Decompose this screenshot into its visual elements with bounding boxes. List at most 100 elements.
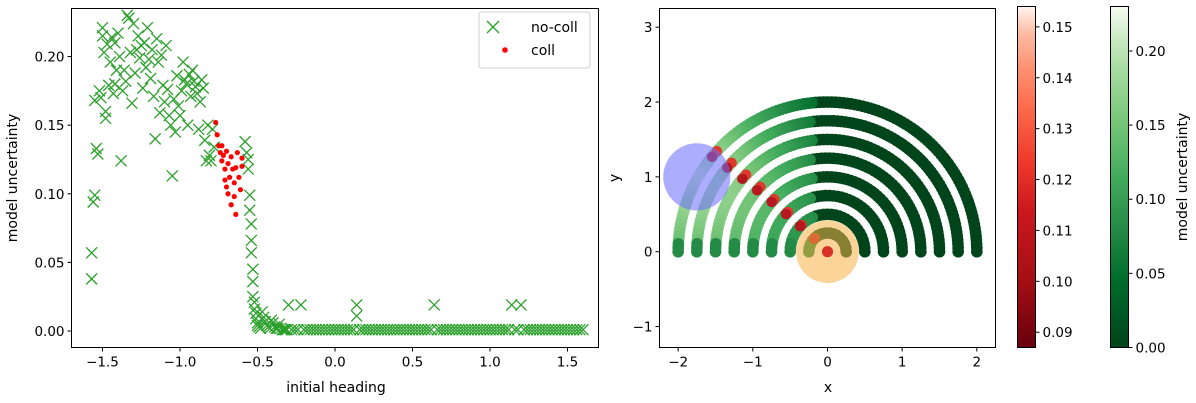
no-coll-point	[310, 323, 323, 336]
no-coll-point	[524, 323, 537, 336]
left-y-axis-label: model uncertainty	[5, 114, 21, 242]
no-coll-point	[480, 323, 493, 336]
left-y-tick-label: 0.20	[34, 50, 64, 66]
no-coll-point	[200, 154, 213, 167]
coll-point	[231, 193, 237, 200]
no-coll-point	[431, 323, 444, 336]
no-coll-point	[139, 61, 152, 74]
no-coll-point	[372, 323, 385, 336]
right-x-tick-label: −1	[743, 355, 763, 371]
uncertainty-colorbar: 0.00 0.05 0.10 0.15 0.20 model uncertainty	[1110, 6, 1191, 357]
trajectory-point	[728, 245, 740, 258]
left-x-tick-label: −1.0	[164, 355, 197, 371]
no-coll-point	[508, 323, 521, 336]
no-coll-point	[85, 272, 98, 285]
collision-point	[766, 196, 777, 208]
no-coll-point	[446, 323, 459, 336]
no-coll-point	[88, 94, 101, 107]
no-coll-point	[149, 132, 162, 145]
no-coll-point	[319, 323, 332, 336]
no-coll-point	[246, 263, 259, 276]
no-coll-point	[172, 99, 185, 112]
no-coll-point	[197, 82, 210, 95]
no-coll-point	[242, 153, 255, 166]
no-coll-point	[499, 323, 512, 336]
no-coll-point	[174, 109, 186, 122]
legend-no-coll-marker	[486, 20, 500, 34]
no-coll-point	[353, 323, 366, 336]
no-coll-point	[440, 323, 453, 336]
no-coll-point	[152, 56, 165, 68]
no-coll-point	[332, 323, 345, 336]
no-coll-point	[329, 323, 341, 336]
left-y-tick-label: 0.15	[34, 118, 64, 134]
collision-colorbar-tick-label: 0.10	[1043, 274, 1073, 290]
no-coll-point	[493, 323, 506, 336]
no-coll-point	[143, 53, 155, 66]
no-coll-point	[397, 323, 410, 336]
no-coll-point	[552, 323, 565, 336]
no-coll-point	[490, 323, 503, 336]
no-coll-point	[147, 90, 160, 103]
no-coll-point	[459, 323, 472, 336]
no-coll-point	[418, 323, 431, 336]
coll-point	[223, 184, 230, 190]
left-x-tick-label: 0.5	[402, 355, 423, 371]
no-coll-point	[307, 323, 320, 336]
collision-colorbar-tick-label: 0.11	[1043, 223, 1073, 239]
right-x-axis-label: x	[824, 380, 832, 396]
no-coll-point	[125, 97, 138, 110]
no-coll-point	[96, 21, 109, 34]
coll-point	[228, 154, 234, 160]
legend-coll-marker	[502, 47, 508, 53]
coll-point	[213, 119, 219, 126]
no-coll-point	[425, 323, 438, 336]
coll-point	[234, 150, 240, 156]
no-coll-point	[325, 323, 338, 336]
no-coll-point	[243, 204, 256, 217]
no-coll-point	[93, 84, 106, 97]
no-coll-point	[437, 323, 450, 336]
no-coll-point	[294, 298, 307, 311]
colorbar-label: model uncertainty	[1175, 113, 1191, 241]
no-coll-point	[387, 323, 400, 336]
no-collision-colorbar-tick-label: 0.00	[1136, 341, 1166, 357]
right-y-axis-label: y	[607, 174, 623, 182]
no-coll-point	[366, 323, 379, 336]
no-coll-point	[153, 106, 166, 119]
no-coll-point	[577, 323, 589, 336]
no-coll-point	[136, 82, 149, 95]
coll-point	[233, 165, 239, 171]
no-coll-point	[384, 323, 397, 336]
collision-colorbar-tick-label: 0.09	[1043, 325, 1073, 341]
left-plot-marks	[85, 9, 589, 336]
no-coll-point	[180, 78, 193, 90]
no-coll-point	[567, 323, 580, 336]
no-coll-point	[360, 323, 372, 336]
no-coll-point	[118, 64, 131, 77]
no-coll-point	[107, 87, 120, 100]
trajectory-point	[709, 245, 722, 258]
coll-point	[219, 143, 225, 149]
no-coll-point	[141, 21, 154, 34]
uncertainty-colorbar-ticks: 0.00 0.05 0.10 0.15 0.20	[1128, 44, 1166, 357]
no-coll-point	[194, 95, 207, 108]
no-coll-point	[186, 64, 199, 77]
no-coll-point	[155, 49, 168, 62]
no-coll-point	[375, 323, 388, 336]
trajectory-point	[765, 245, 778, 258]
no-coll-point	[378, 323, 391, 336]
no-collision-colorbar-tick-label: 0.05	[1136, 266, 1166, 282]
no-coll-point	[316, 323, 329, 336]
collision-point	[751, 185, 763, 196]
no-coll-point	[518, 323, 531, 336]
no-coll-point	[415, 323, 428, 336]
no-coll-point	[91, 148, 104, 160]
no-coll-point	[192, 123, 205, 136]
right-x-tick-label: 0	[823, 355, 832, 371]
uncertainty-vs-heading-chart: −1.5 −1.0 −0.5 0.0 0.5 1.0 1.5 0.00 0.05 0.10 0.1…	[5, 8, 599, 396]
no-coll-point	[350, 309, 363, 322]
no-coll-point	[533, 323, 546, 336]
right-y-tick-label: 0	[644, 245, 653, 261]
left-y-ticks: 0.00 0.05 0.10 0.15 0.20	[34, 50, 72, 340]
